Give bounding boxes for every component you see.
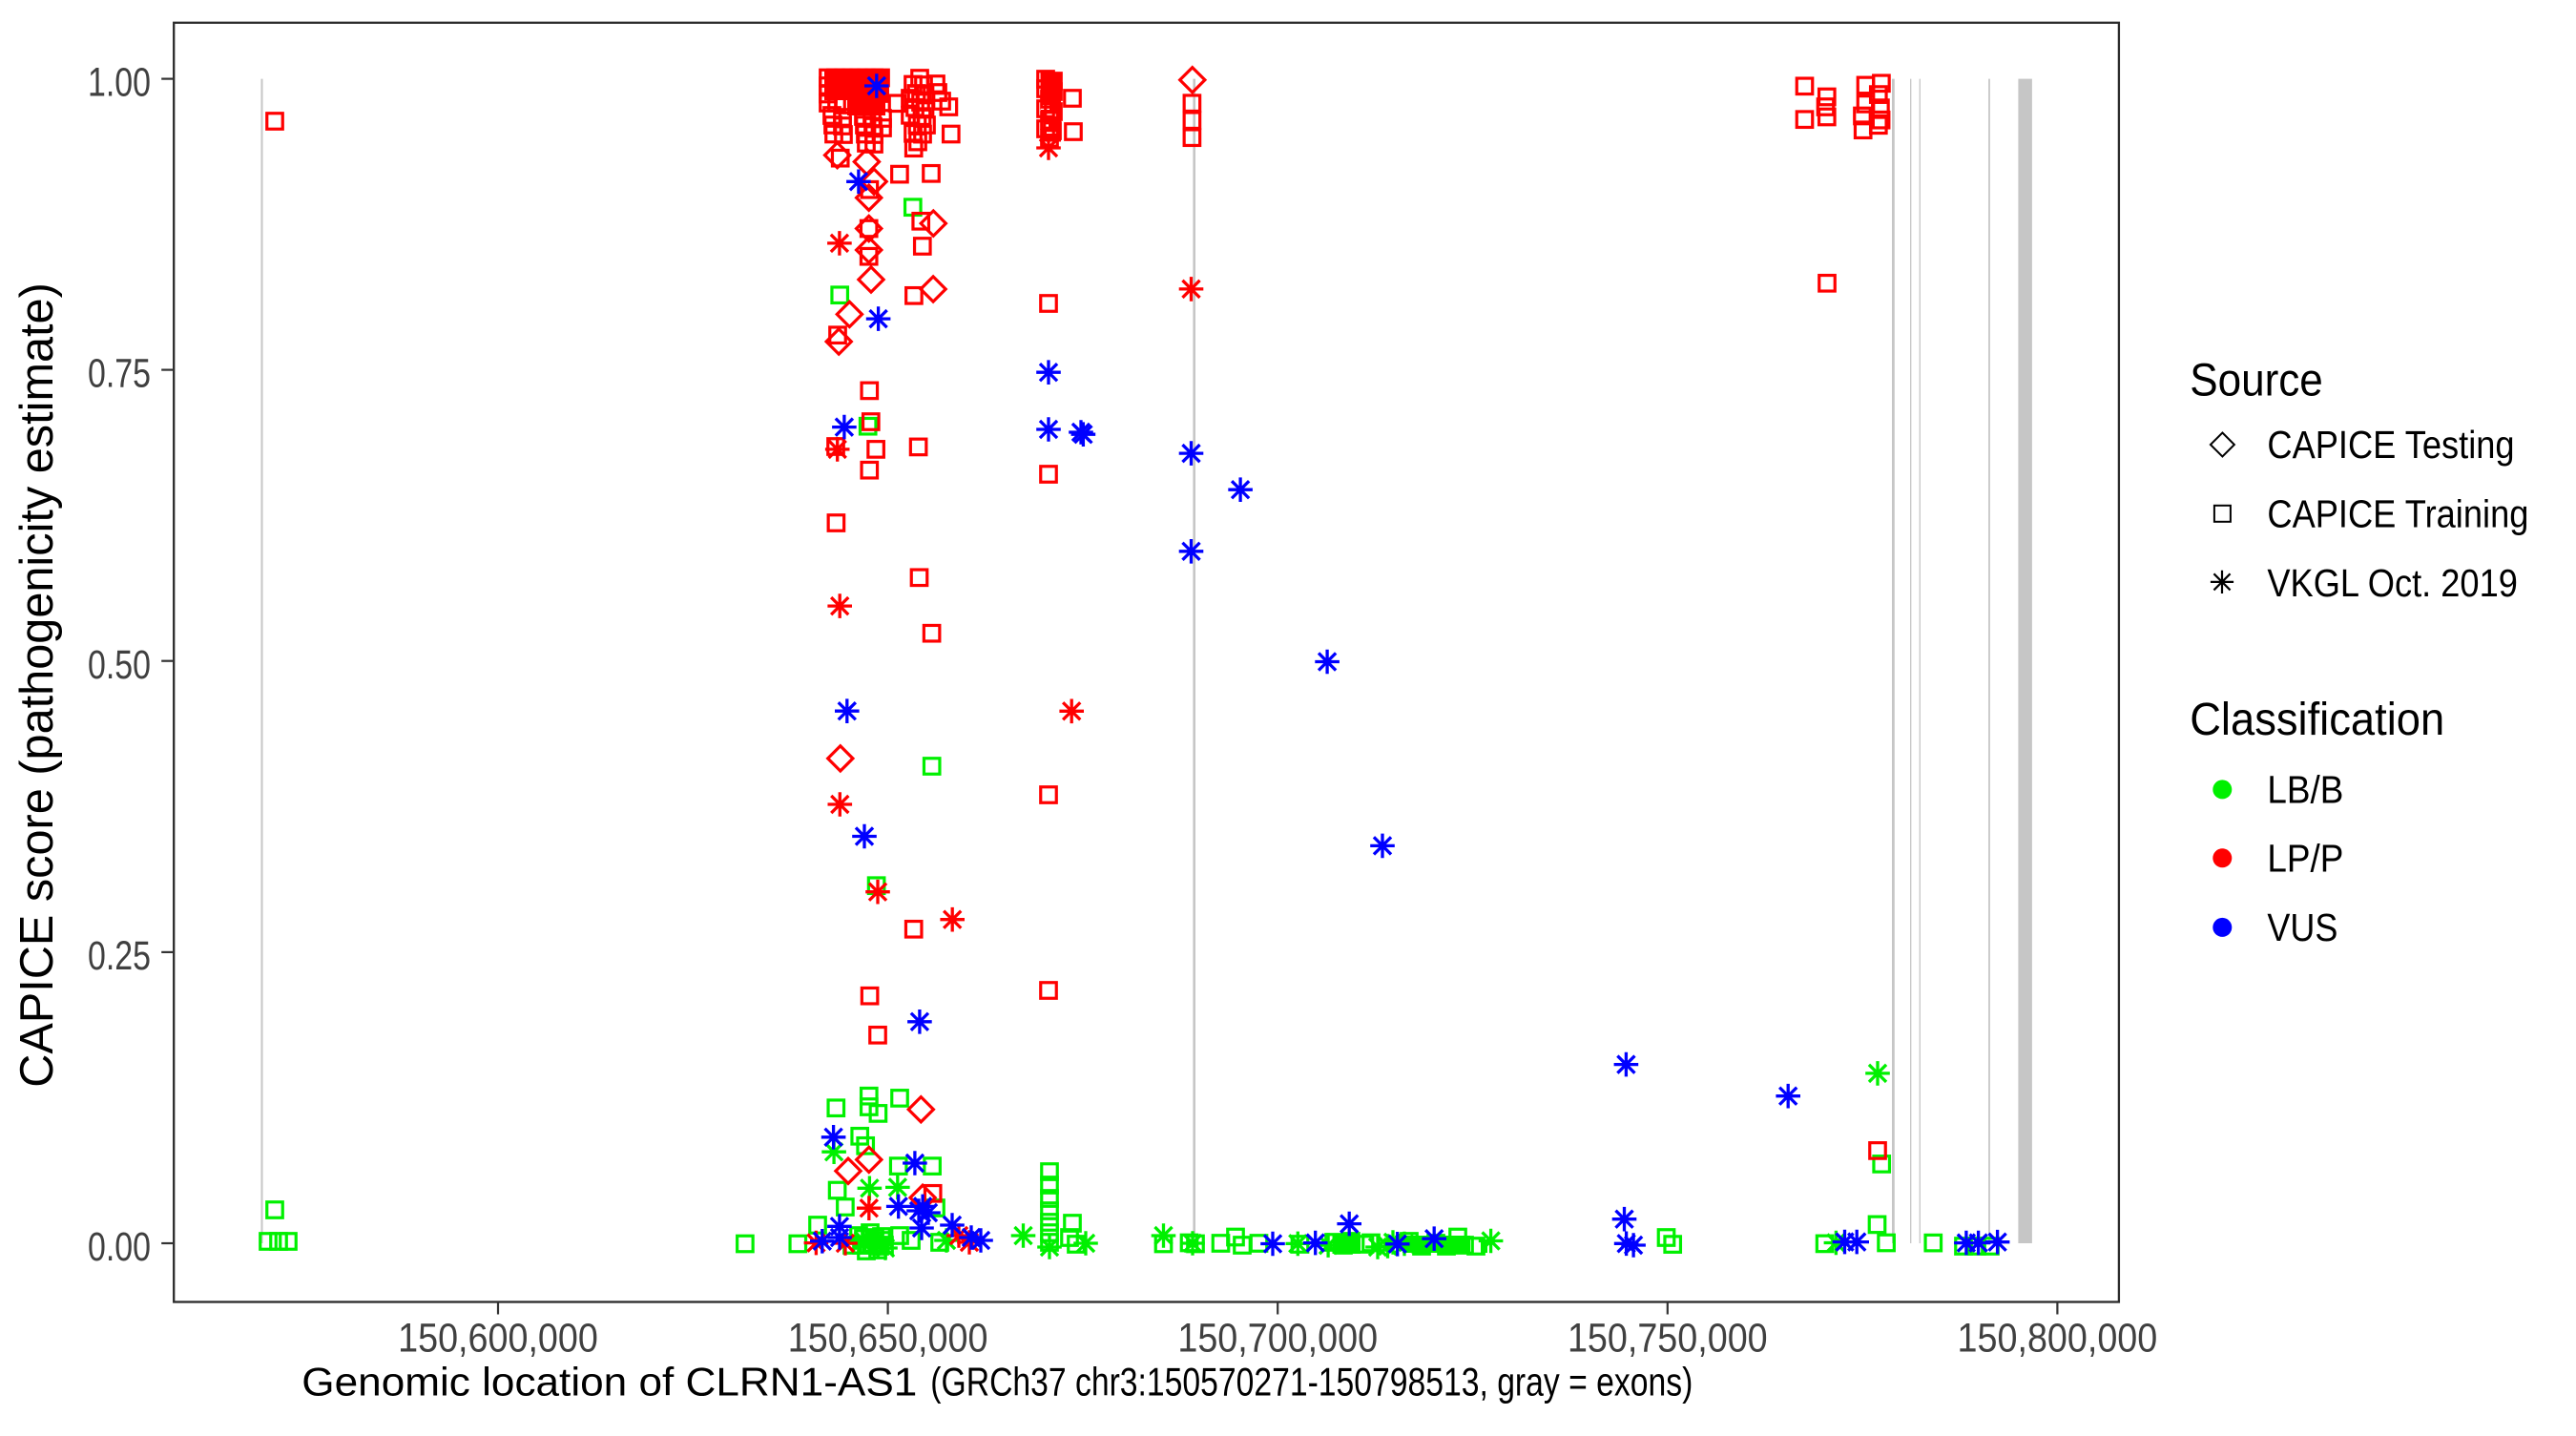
svg-text:VUS: VUS	[2267, 905, 2337, 949]
svg-text:Classification: Classification	[2190, 695, 2444, 745]
svg-text:CAPICE score (pathogenicity es: CAPICE score (pathogenicity estimate)	[11, 282, 63, 1088]
svg-text:0.00: 0.00	[88, 1224, 151, 1270]
svg-text:Genomic location of CLRN1-AS1: Genomic location of CLRN1-AS1	[301, 1360, 917, 1405]
svg-text:150,800,000: 150,800,000	[1958, 1316, 2158, 1362]
svg-text:150,650,000: 150,650,000	[788, 1316, 988, 1362]
svg-text:LB/B: LB/B	[2267, 767, 2343, 811]
svg-text:1.00: 1.00	[88, 60, 151, 106]
svg-text:CAPICE Training: CAPICE Training	[2267, 491, 2528, 535]
svg-text:150,700,000: 150,700,000	[1177, 1316, 1378, 1362]
svg-text:VKGL Oct. 2019: VKGL Oct. 2019	[2267, 561, 2518, 605]
svg-text:0.50: 0.50	[88, 642, 151, 688]
svg-text:LP/P: LP/P	[2267, 836, 2343, 880]
svg-text:0.75: 0.75	[88, 351, 151, 397]
svg-text:CAPICE Testing: CAPICE Testing	[2267, 423, 2514, 467]
svg-text:150,750,000: 150,750,000	[1568, 1316, 1768, 1362]
svg-text:(GRCh37 chr3:150570271-1507985: (GRCh37 chr3:150570271-150798513, gray =…	[930, 1360, 1693, 1405]
svg-text:Source: Source	[2190, 356, 2323, 406]
svg-text:0.25: 0.25	[88, 933, 151, 979]
svg-text:150,600,000: 150,600,000	[398, 1316, 598, 1362]
